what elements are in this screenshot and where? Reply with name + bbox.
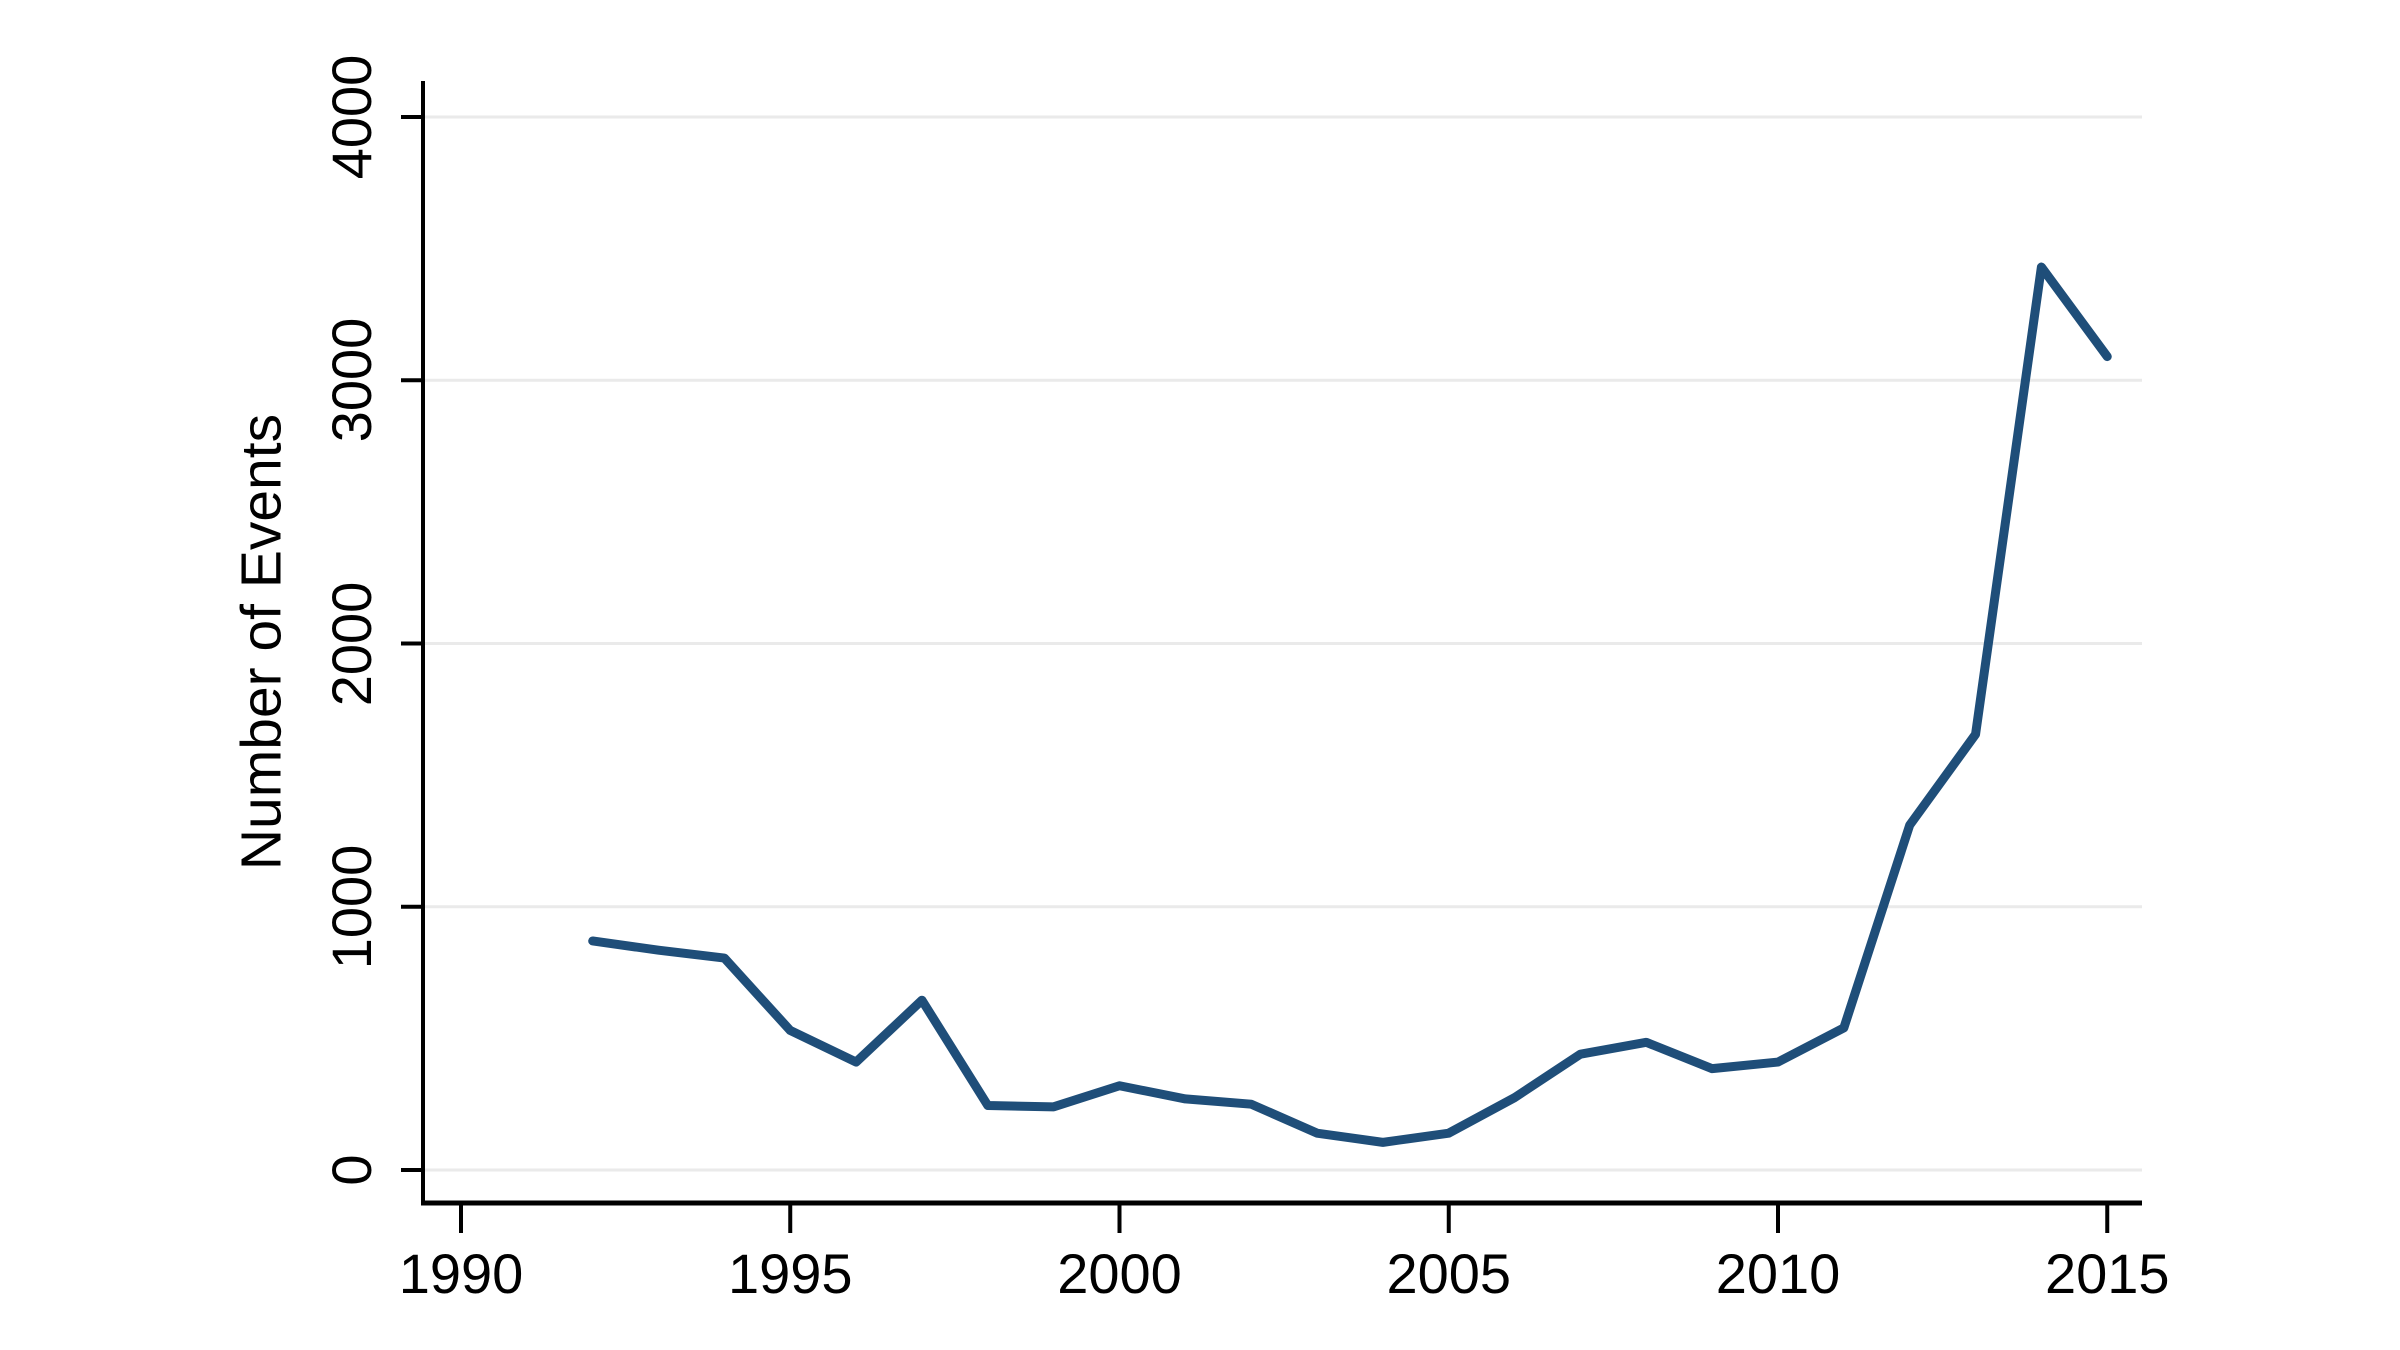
x-tick-label-2015: 2015 xyxy=(2044,1242,2170,1305)
y-tick-label-0: 0 xyxy=(320,1154,383,1186)
x-tick-label-1990: 1990 xyxy=(398,1242,524,1305)
y-tick-label-1000: 1000 xyxy=(320,844,383,970)
y-tick-label-2000: 2000 xyxy=(320,581,383,706)
x-tick-label-2005: 2005 xyxy=(1386,1242,1512,1305)
y-axis-title: Number of Events xyxy=(229,413,294,871)
y-tick-label-4000: 4000 xyxy=(320,54,383,180)
x-tick-label-2010: 2010 xyxy=(1715,1242,1841,1305)
y-tick-label-3000: 3000 xyxy=(320,317,383,443)
x-tick-label-2000: 2000 xyxy=(1057,1242,1182,1305)
x-tick-label-1995: 1995 xyxy=(727,1242,853,1305)
data-line-number-of-events xyxy=(588,262,2112,1147)
